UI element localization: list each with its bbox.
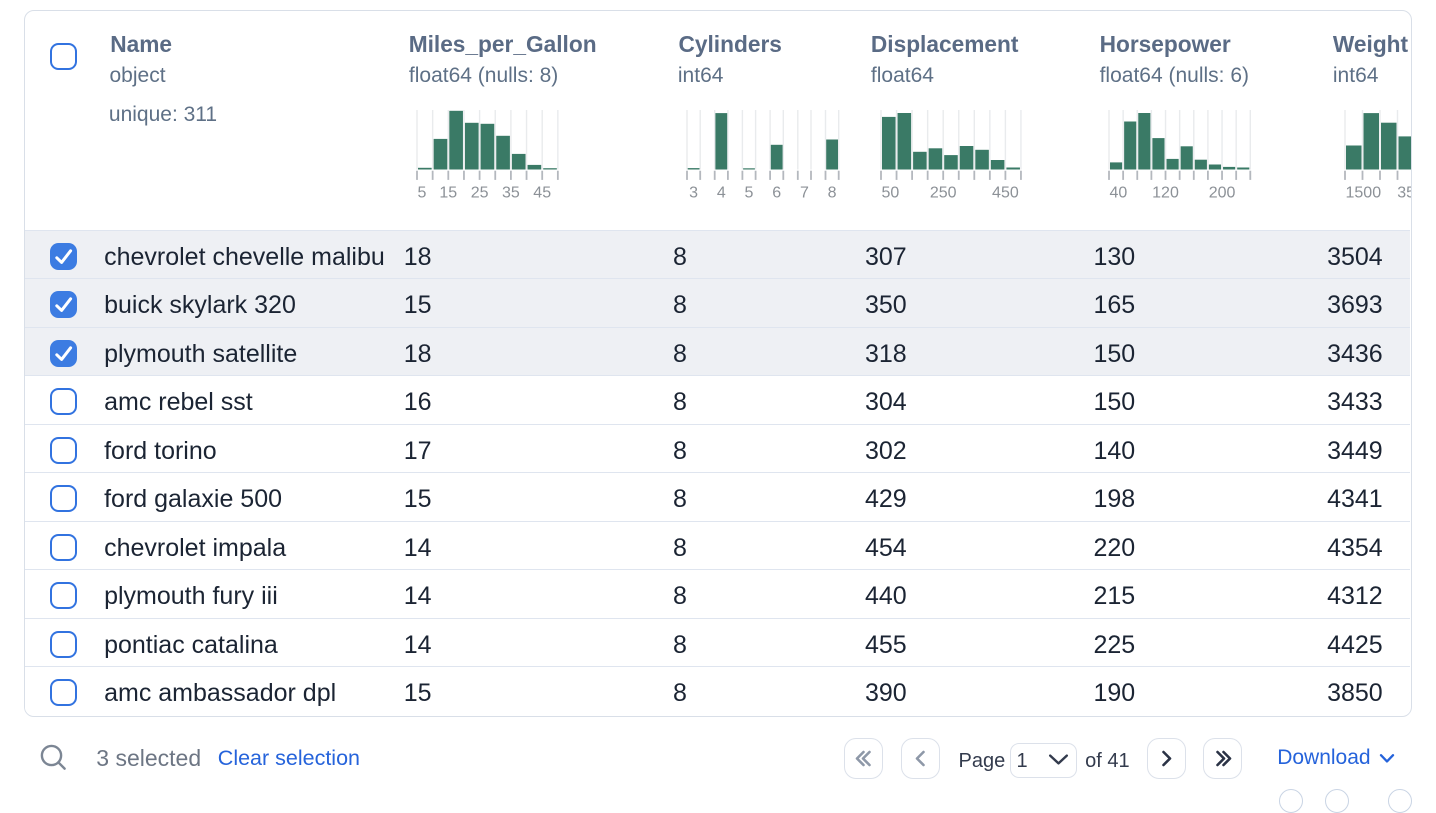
svg-text:5: 5 [745,184,754,201]
svg-text:6: 6 [772,184,781,201]
svg-text:15: 15 [439,184,457,201]
svg-text:3: 3 [689,184,698,201]
svg-text:4: 4 [717,184,726,201]
svg-text:7: 7 [800,184,809,201]
svg-text:3500: 3500 [1397,184,1412,201]
svg-text:250: 250 [929,184,956,201]
svg-text:45: 45 [533,184,551,201]
svg-text:35: 35 [502,184,520,201]
svg-text:450: 450 [992,184,1019,201]
svg-text:200: 200 [1209,184,1236,201]
svg-text:50: 50 [881,184,899,201]
svg-text:120: 120 [1152,184,1179,201]
svg-text:8: 8 [828,184,837,201]
svg-text:25: 25 [471,184,489,201]
svg-text:40: 40 [1110,184,1128,201]
svg-text:1500: 1500 [1346,184,1382,201]
svg-text:5: 5 [418,184,427,201]
